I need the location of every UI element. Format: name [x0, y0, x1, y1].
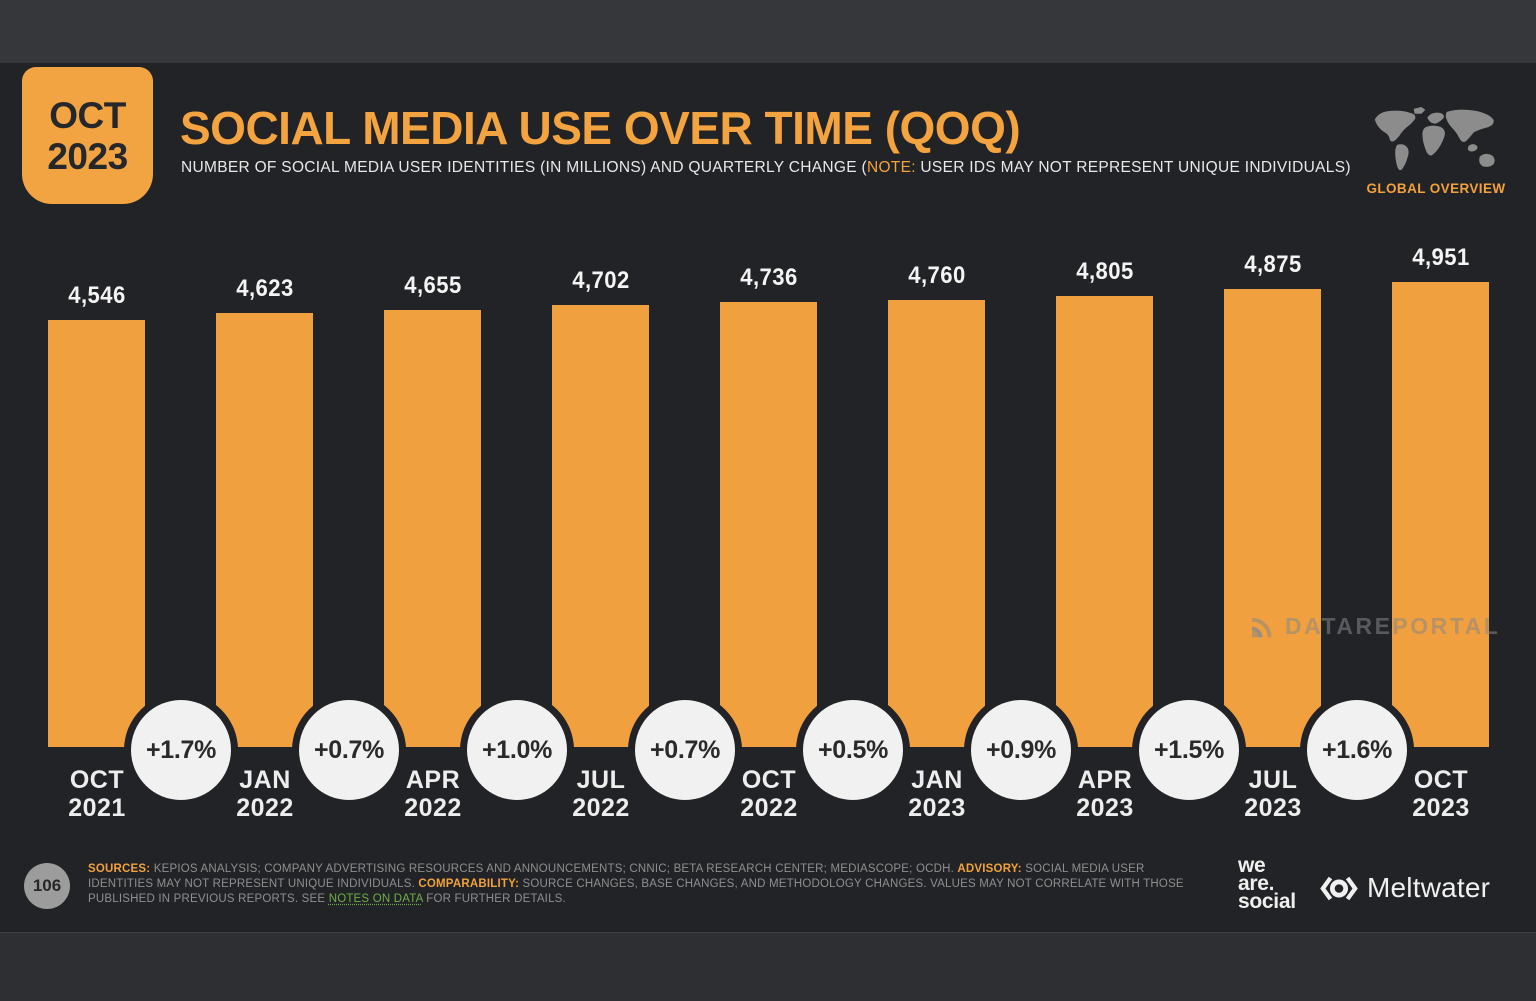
date-badge-month: OCT — [49, 94, 126, 136]
advisory-text: SOCIAL MEDIA USER IDENTITIES MAY NOT REP… — [88, 863, 1145, 890]
bar-value-label: 4,702 — [572, 267, 630, 294]
meltwater-logo: Meltwater — [1320, 872, 1490, 904]
category-label: JUL 2023 — [1244, 766, 1302, 822]
category-label: APR 2022 — [404, 766, 462, 822]
qoq-change-badge: +0.5% — [803, 700, 903, 800]
bar-value-label: 4,805 — [1076, 258, 1134, 285]
bar-value-label: 4,760 — [908, 262, 966, 289]
bar-oct-2022 — [720, 302, 817, 747]
page-title: SOCIAL MEDIA USE OVER TIME (QOQ) — [180, 102, 1021, 154]
date-badge: OCT 2023 — [22, 67, 153, 204]
category-label: JUL 2022 — [572, 766, 630, 822]
qoq-change-badge: +1.6% — [1307, 700, 1407, 800]
bar-oct-2023 — [1392, 282, 1489, 747]
page-number-badge: 106 — [24, 863, 70, 909]
datareportal-watermark: DATAREPORTAL — [1247, 611, 1500, 641]
bar-value-label: 4,655 — [404, 272, 462, 299]
bar-jan-2022 — [216, 313, 313, 747]
bar-value-label: 4,623 — [236, 275, 294, 302]
bar-value-label: 4,875 — [1244, 251, 1302, 278]
qoq-change-badge: +0.7% — [299, 700, 399, 800]
bar-value-label: 4,951 — [1412, 244, 1470, 271]
comparability-text: SOURCE CHANGES, BASE CHANGES, AND METHOD… — [88, 878, 1184, 905]
bar-jul-2022 — [552, 305, 649, 747]
qoq-change-badge: +1.0% — [467, 700, 567, 800]
category-label: JAN 2023 — [908, 766, 966, 822]
bar-apr-2022 — [384, 310, 481, 747]
category-label: OCT 2022 — [740, 766, 798, 822]
category-label: APR 2023 — [1076, 766, 1134, 822]
top-chrome-bar — [0, 0, 1536, 63]
qoq-change-badge: +0.7% — [635, 700, 735, 800]
bar-jan-2023 — [888, 300, 985, 747]
qoq-change-badge: +1.5% — [1139, 700, 1239, 800]
sources-text: KEPIOS ANALYSIS; COMPANY ADVERTISING RES… — [150, 863, 958, 875]
page-subtitle: NUMBER OF SOCIAL MEDIA USER IDENTITIES (… — [181, 159, 1351, 177]
subtitle-suffix: USER IDS MAY NOT REPRESENT UNIQUE INDIVI… — [915, 159, 1351, 176]
notes-on-data-link[interactable]: NOTES ON DATA — [328, 893, 423, 905]
advisory-label: ADVISORY: — [957, 863, 1022, 875]
we-are-social-line: we — [1238, 854, 1266, 877]
bar-apr-2023 — [1056, 296, 1153, 747]
comparability-label: COMPARABILITY: — [418, 878, 520, 890]
bar-value-label: 4,736 — [740, 264, 798, 291]
global-overview-label: GLOBAL OVERVIEW — [1366, 181, 1506, 196]
note-label: NOTE: — [866, 159, 916, 176]
subtitle-prefix: NUMBER OF SOCIAL MEDIA USER IDENTITIES (… — [181, 159, 867, 176]
we-are-social-line: social — [1238, 890, 1296, 913]
category-label: OCT 2023 — [1412, 766, 1470, 822]
category-label: OCT 2021 — [68, 766, 126, 822]
datareportal-icon — [1251, 617, 1272, 638]
bottom-chrome-bar — [0, 932, 1536, 1001]
bar-value-label: 4,546 — [68, 282, 126, 309]
notes-suffix: FOR FURTHER DETAILS. — [422, 893, 566, 905]
category-label: JAN 2022 — [236, 766, 294, 822]
we-are-social-logo: we are. social — [1238, 854, 1296, 913]
meltwater-icon — [1320, 876, 1358, 900]
sources-label: SOURCES: — [88, 863, 151, 875]
bar-oct-2021 — [48, 320, 145, 747]
date-badge-year: 2023 — [47, 135, 128, 177]
meltwater-label: Meltwater — [1367, 872, 1491, 903]
qoq-change-badge: +0.9% — [971, 700, 1071, 800]
bar-jul-2023 — [1224, 289, 1321, 747]
qoq-change-badge: +1.7% — [131, 700, 231, 800]
world-map-icon — [1368, 106, 1506, 176]
footer-notes: SOURCES: KEPIOS ANALYSIS; COMPANY ADVERT… — [88, 862, 1188, 907]
watermark-text: DATAREPORTAL — [1285, 612, 1501, 639]
we-are-social-line: are. — [1238, 872, 1275, 895]
